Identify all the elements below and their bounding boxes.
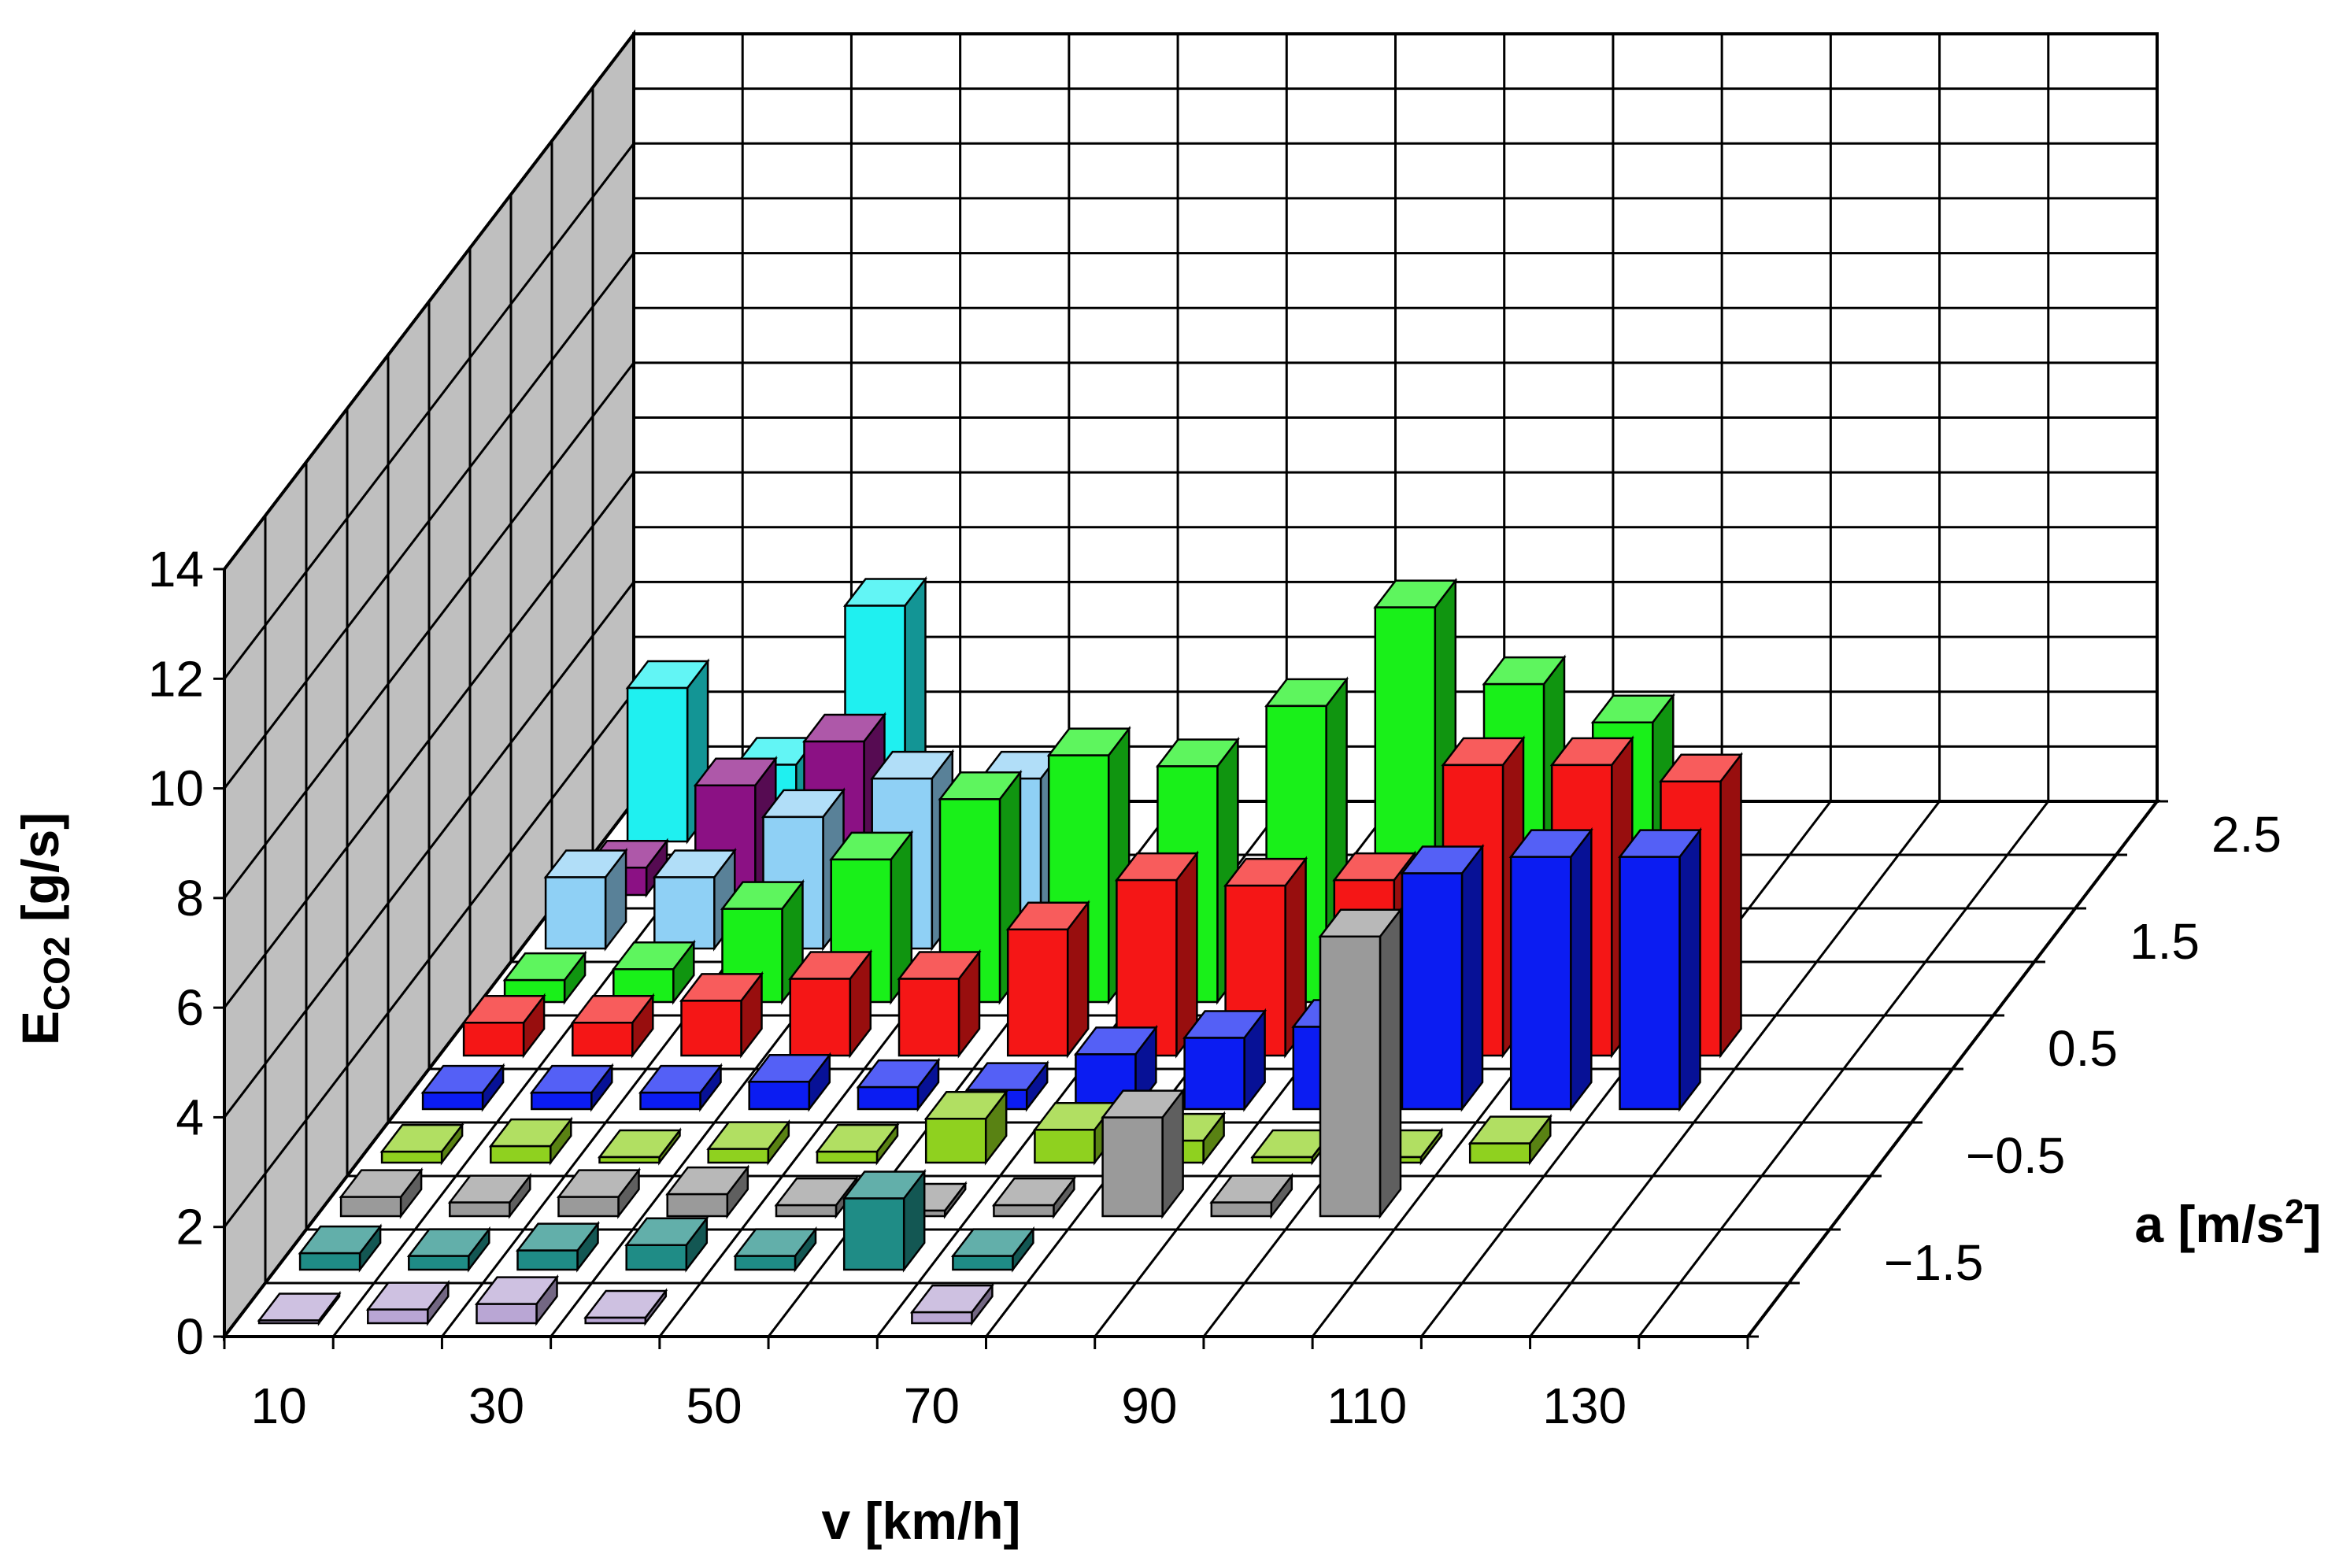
bar (1210, 1201, 1273, 1218)
bar (531, 1091, 593, 1111)
bar (816, 1150, 879, 1164)
bar (1183, 1037, 1245, 1111)
y-tick-label: 0 (176, 1308, 204, 1365)
bar (993, 1204, 1055, 1218)
bar (1619, 856, 1681, 1111)
x-tick-label: 70 (904, 1378, 960, 1434)
bar (625, 1244, 688, 1271)
left-wall-hgrid (223, 581, 635, 1119)
bar (339, 1196, 402, 1218)
bar (897, 978, 960, 1057)
a-tick-label: 1.5 (2130, 913, 2200, 970)
left-wall-hgrid (223, 252, 635, 790)
bar (380, 1150, 443, 1164)
a-axis-title: a [m/s2] (2134, 1193, 2321, 1253)
a-tick-label: 2.5 (2211, 806, 2282, 863)
y-axis-title: ECO2 [g/s] (11, 812, 77, 1045)
bar (748, 1080, 811, 1111)
y-axis-title-sub: CO2 (36, 937, 77, 1011)
a-axis-title-main: a [m/s (2134, 1195, 2285, 1253)
bar (1034, 1128, 1096, 1164)
bar (572, 1021, 634, 1057)
x-tick-label: 110 (1327, 1378, 1407, 1434)
bar (842, 1197, 905, 1271)
chart-labels: ECO2 [g/s] v [km/h] a [m/s2] (11, 812, 2322, 1550)
y-tick-label: 2 (176, 1199, 204, 1256)
y-tick-label: 10 (148, 760, 204, 817)
bar (1006, 928, 1069, 1057)
bar (653, 876, 716, 950)
bar (584, 1316, 647, 1325)
chart-bars (257, 575, 1744, 1326)
bar (924, 1118, 987, 1164)
bar (666, 1193, 729, 1218)
bar (1251, 1156, 1314, 1164)
y-tick-label: 12 (148, 650, 204, 707)
bar (408, 1255, 470, 1271)
bar (449, 1201, 511, 1218)
bar (1468, 1142, 1531, 1164)
a-axis-title-end: ] (2304, 1195, 2322, 1253)
left-wall-hgrid (223, 472, 635, 1009)
bar (952, 1255, 1014, 1271)
bar (1101, 1116, 1164, 1218)
bar-side (1379, 907, 1402, 1219)
a-tick-label: 0.5 (2048, 1020, 2118, 1077)
chart-axes: 0 2 4 6 8 10 12 14 10 30 50 70 90 110 130 −1.5 −0.5 0.51.… (148, 541, 2282, 1434)
bar (298, 1252, 361, 1271)
bar (734, 1255, 797, 1271)
bar (626, 686, 689, 843)
bar (911, 1311, 973, 1325)
bar (462, 1021, 525, 1057)
bar (680, 1000, 742, 1057)
y-axis-title-rest: [g/s] (11, 812, 69, 937)
bar (544, 876, 607, 950)
x-tick-label: 90 (1121, 1378, 1177, 1434)
bar (707, 1148, 770, 1164)
bar (257, 1319, 320, 1325)
bar (557, 1196, 620, 1218)
x-tick-label: 10 (251, 1378, 307, 1434)
bar (421, 1091, 484, 1111)
bar-side (1570, 827, 1593, 1112)
bar (775, 1204, 838, 1218)
bar (1401, 872, 1464, 1111)
x-axis-title: v [km/h] (821, 1492, 1020, 1550)
bar-side (1678, 827, 1701, 1112)
bar (367, 1308, 429, 1325)
y-tick-label: 4 (176, 1089, 204, 1145)
bar (789, 978, 852, 1057)
bar (490, 1145, 552, 1164)
y-tick-label: 8 (176, 870, 204, 926)
bar (857, 1085, 920, 1111)
y-axis-title-main: E (11, 1011, 69, 1045)
left-wall-hgrid (223, 690, 635, 1228)
left-wall-hgrid (223, 361, 635, 899)
bar (1509, 856, 1572, 1111)
bar (516, 1249, 579, 1271)
bar (598, 1156, 661, 1164)
y-tick-label: 14 (148, 541, 204, 597)
left-wall-hgrid (223, 142, 635, 680)
bar (639, 1091, 701, 1111)
a-tick-label: −0.5 (1966, 1127, 2065, 1184)
bar (476, 1303, 538, 1325)
a-axis-title-sup: 2 (2285, 1193, 2304, 1231)
y-tick-label: 6 (176, 979, 204, 1036)
bar-side (1460, 843, 1484, 1112)
a-tick-label: −1.5 (1884, 1234, 1983, 1291)
bar-side (1719, 752, 1742, 1059)
x-tick-label: 30 (468, 1378, 524, 1434)
bar (1319, 935, 1382, 1218)
x-tick-label: 130 (1542, 1378, 1626, 1434)
x-tick-label: 50 (686, 1378, 742, 1434)
